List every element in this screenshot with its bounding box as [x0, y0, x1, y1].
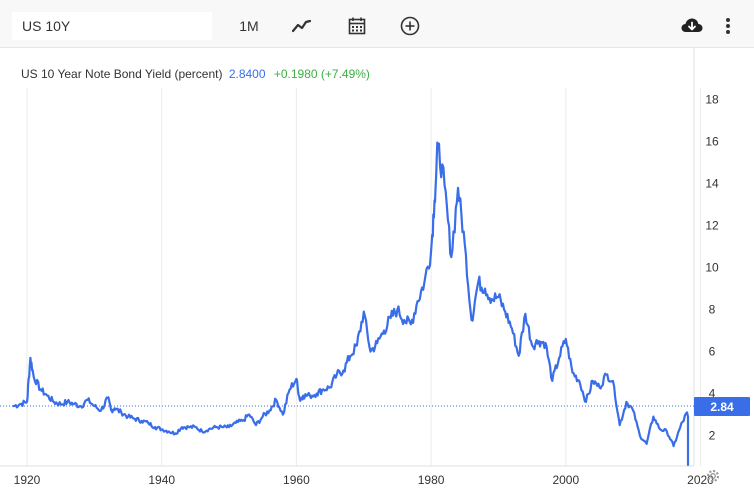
last-price-label: 2.84 [710, 400, 734, 414]
toolbar: 1M [0, 0, 754, 48]
legend-change: +0.1980 (+7.49%) [273, 67, 370, 81]
y-tick-label: 10 [705, 261, 719, 275]
more-options-button[interactable] [716, 12, 740, 40]
x-tick-label: 2020 [687, 473, 714, 487]
y-tick-label: 14 [705, 177, 719, 191]
x-tick-label: 1980 [418, 473, 445, 487]
date-range-button[interactable] [343, 12, 371, 40]
y-tick-label: 4 [709, 387, 716, 401]
gear-icon [707, 470, 719, 482]
chart-type-button[interactable] [288, 12, 316, 40]
x-tick-label: 2000 [552, 473, 579, 487]
x-tick-label: 1920 [14, 473, 41, 487]
add-circle-icon [400, 16, 420, 36]
y-tick-label: 8 [709, 303, 716, 317]
y-tick-label: 16 [705, 135, 719, 149]
last-price-tag: 2.84 [694, 397, 750, 416]
range-1m-button[interactable]: 1M [239, 18, 259, 34]
legend-series-name: US 10 Year Note Bond Yield (percent) [21, 67, 223, 81]
chart-legend: US 10 Year Note Bond Yield (percent) 2.8… [21, 67, 370, 81]
y-tick-label: 12 [705, 219, 719, 233]
yield-series-line [12, 141, 690, 466]
add-indicator-button[interactable] [396, 12, 424, 40]
symbol-input[interactable] [12, 12, 212, 40]
more-vert-icon [726, 18, 730, 34]
settings-button[interactable] [705, 468, 721, 489]
download-button[interactable] [678, 12, 706, 40]
download-icon [681, 18, 703, 32]
legend-value: 2.8400 [228, 67, 266, 81]
y-tick-label: 18 [705, 93, 719, 107]
y-tick-label: 6 [709, 345, 716, 359]
chart-area[interactable]: 2 4 6 8 10 12 14 16 18 1920 1940 1960 1980 2000 2020 … [0, 48, 754, 489]
x-tick-label: 1960 [283, 473, 310, 487]
y-tick-label: 2 [709, 429, 716, 443]
line-chart-icon [291, 19, 312, 33]
calendar-icon [348, 17, 366, 35]
x-tick-label: 1940 [148, 473, 175, 487]
